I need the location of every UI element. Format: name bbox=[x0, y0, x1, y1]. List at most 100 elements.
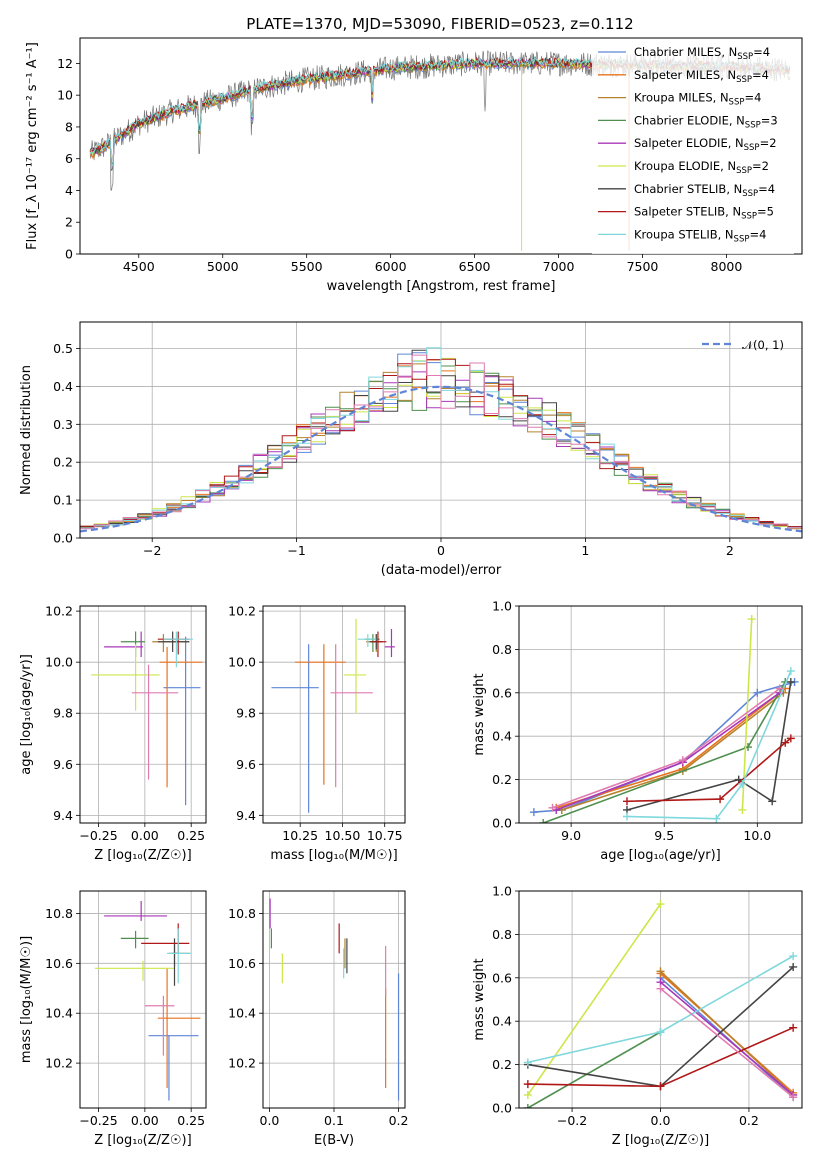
series-line bbox=[626, 681, 792, 811]
axes-weight_vs_Z: −0.2 0.0 0.2 0.0 0.2 0.4 0.6 0.8 1.0 Z [log₁₀(Z/Z… bbox=[472, 884, 803, 1148]
y-tick-label: 10.8 bbox=[45, 906, 73, 921]
data-point-marker bbox=[539, 819, 548, 823]
x-axis-label: (data-model)/error bbox=[381, 563, 502, 578]
legend-label: Salpeter STELIB, NSSP=5 bbox=[634, 205, 774, 222]
x-tick-label: 0 bbox=[437, 543, 445, 558]
legend-label-text: Kroupa STELIB, N bbox=[634, 227, 734, 241]
y-axis-label: mass [log₁₀(M/M☉)] bbox=[19, 936, 34, 1063]
y-tick-label: 0.2 bbox=[492, 1057, 512, 1072]
legend-label-text: Salpeter MILES, N bbox=[634, 68, 736, 82]
data-point-marker bbox=[656, 984, 665, 993]
axes-frame bbox=[79, 37, 803, 255]
legend-background bbox=[592, 42, 794, 254]
series-line bbox=[659, 987, 794, 1098]
legend-label: Kroupa MILES, NSSP=4 bbox=[634, 91, 761, 108]
grid-lines bbox=[80, 891, 206, 1108]
y-tick-label: 6 bbox=[65, 151, 73, 166]
legend-label-subscript: SSP bbox=[737, 52, 753, 62]
data-point-marker bbox=[622, 812, 631, 821]
y-tick-label: 0.6 bbox=[492, 685, 512, 700]
x-tick-label: 4500 bbox=[123, 259, 155, 274]
axes-frame bbox=[262, 605, 406, 824]
y-tick-label: 10.6 bbox=[45, 956, 73, 971]
x-tick-label: 0.0 bbox=[651, 1113, 671, 1128]
x-axis-label: age [log₁₀(age/yr)] bbox=[600, 848, 721, 863]
data-point-marker bbox=[789, 1093, 798, 1102]
data-point-marker bbox=[738, 779, 747, 788]
axes-mass_vs_Z: −0.25 0.00 0.25 10.2 10.4 10.6 10.8 Z [log₁₀(Z/… bbox=[19, 890, 207, 1148]
axes-residuals: −2 −1 0 1 2 0.0 0.1 0.2 0.3 0.4 0.5 (data-model)/er… bbox=[19, 321, 803, 578]
axes-spectrum: 4500 5000 5500 6000 6500 7000 7500 8000 0 2 4 6 8 10 1… bbox=[25, 37, 803, 294]
y-tick-label: 0.0 bbox=[492, 816, 512, 831]
x-axis-label: E(B-V) bbox=[314, 1133, 354, 1148]
grid-lines bbox=[80, 606, 206, 823]
legend-label: Salpeter MILES, NSSP=4 bbox=[634, 68, 769, 85]
x-tick-label: 9.0 bbox=[561, 828, 581, 843]
y-tick-label: 10.2 bbox=[45, 604, 73, 619]
y-tick-label: 0.4 bbox=[53, 379, 73, 394]
legend-label-text: Kroupa MILES, N bbox=[634, 91, 729, 105]
x-tick-label: 0.1 bbox=[324, 1113, 344, 1128]
y-tick-label: 0.8 bbox=[492, 927, 512, 942]
y-axis-label: mass weight bbox=[472, 958, 487, 1040]
y-tick-label: 0.2 bbox=[53, 455, 73, 470]
plot-area bbox=[529, 615, 799, 823]
legend-label: Kroupa ELODIE, NSSP=2 bbox=[634, 159, 769, 176]
y-tick-label: 10 bbox=[57, 88, 73, 103]
legend-label-value: =2 bbox=[760, 136, 777, 150]
legend-label: Chabrier STELIB, NSSP=4 bbox=[634, 182, 775, 199]
y-tick-label: 0.8 bbox=[492, 642, 512, 657]
y-axis-label: age [log₁₀(age/yr)] bbox=[19, 654, 34, 775]
x-tick-label: 0.25 bbox=[177, 1113, 205, 1128]
legend-label-value: =4 bbox=[758, 182, 775, 196]
y-tick-label: 1.0 bbox=[492, 599, 512, 614]
data-point-marker bbox=[786, 677, 795, 686]
legend-label-value: =2 bbox=[752, 159, 769, 173]
plot-area bbox=[523, 900, 798, 1108]
data-point-marker bbox=[656, 1028, 665, 1037]
data-point-marker bbox=[548, 803, 557, 812]
axes-mass_vs_EBV: 0.0 0.1 0.2 10.2 10.4 10.6 10.8 E(B-V) bbox=[228, 890, 409, 1148]
histogram-step bbox=[80, 354, 802, 538]
x-tick-label: −0.25 bbox=[79, 1113, 117, 1128]
data-point-marker bbox=[656, 900, 665, 909]
data-point-marker bbox=[786, 734, 795, 743]
y-tick-label: 9.6 bbox=[53, 757, 73, 772]
legend-label: Chabrier MILES, NSSP=4 bbox=[634, 45, 770, 62]
x-tick-label: 0.2 bbox=[389, 1113, 409, 1128]
legend-label-subscript: SSP bbox=[741, 212, 757, 222]
x-tick-label: 10.75 bbox=[367, 828, 403, 843]
data-point-marker bbox=[738, 805, 747, 814]
y-axis-label: Normed distribution bbox=[19, 365, 34, 495]
axes-frame bbox=[79, 890, 207, 1109]
legend-label-text: Salpeter ELODIE, N bbox=[634, 136, 744, 150]
grid-lines bbox=[263, 606, 405, 823]
legend-label-subscript: SSP bbox=[742, 189, 758, 199]
y-tick-label: 0.6 bbox=[492, 970, 512, 985]
legend-label: Salpeter ELODIE, NSSP=2 bbox=[634, 136, 777, 153]
y-axis-label: Flux [f_λ 10⁻¹⁷ erg cm⁻² s⁻¹ A⁻¹] bbox=[25, 42, 40, 250]
legend-label-value: =4 bbox=[749, 227, 766, 241]
data-point-marker bbox=[622, 797, 631, 806]
x-tick-label: 6500 bbox=[459, 259, 491, 274]
legend-label-text: Kroupa ELODIE, N bbox=[634, 159, 736, 173]
y-tick-label: 9.6 bbox=[236, 757, 256, 772]
y-tick-label: 10.2 bbox=[228, 604, 256, 619]
y-tick-label: 10.2 bbox=[45, 1056, 73, 1071]
data-point-marker bbox=[781, 738, 790, 747]
y-tick-label: 10.2 bbox=[228, 1056, 256, 1071]
x-tick-label: 5000 bbox=[207, 259, 239, 274]
y-tick-label: 0.0 bbox=[53, 531, 73, 546]
plot-area bbox=[269, 898, 400, 1101]
grid-lines bbox=[519, 605, 802, 824]
y-tick-label: 0.0 bbox=[492, 1101, 512, 1116]
axes-frame bbox=[79, 321, 803, 539]
data-point-marker bbox=[716, 795, 725, 804]
x-tick-label: 2 bbox=[726, 543, 734, 558]
x-tick-label: 5500 bbox=[291, 259, 323, 274]
plot-area bbox=[91, 631, 203, 806]
series-line bbox=[626, 670, 792, 820]
legend-label-text: Chabrier MILES, N bbox=[634, 45, 737, 59]
x-tick-label: 10.0 bbox=[743, 828, 771, 843]
